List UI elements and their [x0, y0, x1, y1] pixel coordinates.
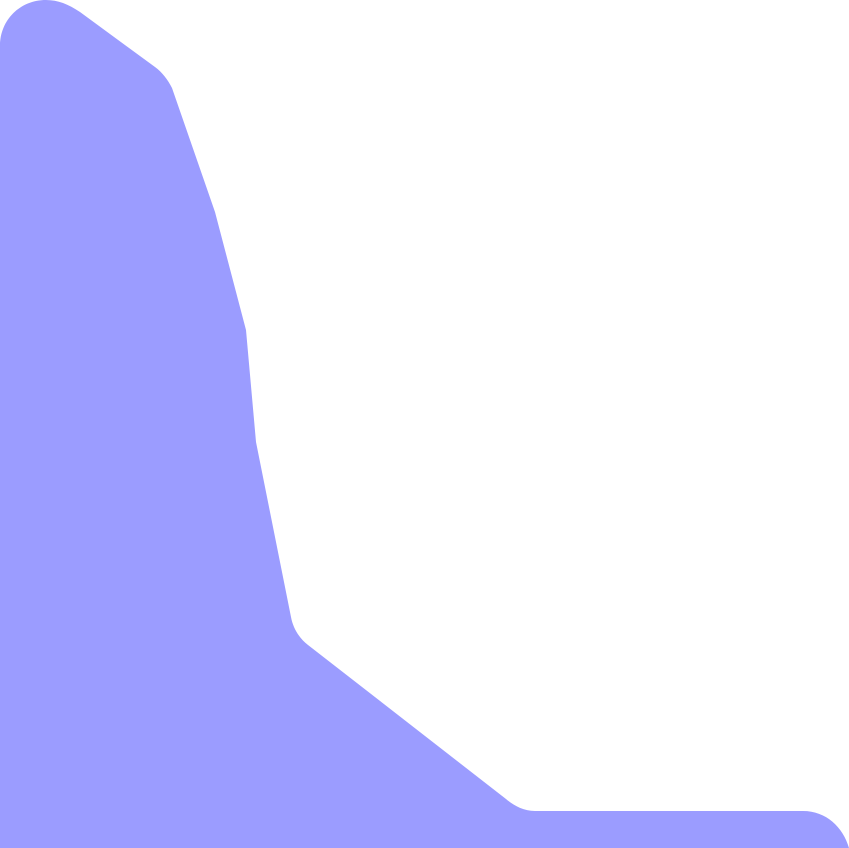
decorative-area-shape [0, 0, 849, 848]
canvas [0, 0, 849, 848]
decorative-area-shape-svg [0, 0, 849, 848]
